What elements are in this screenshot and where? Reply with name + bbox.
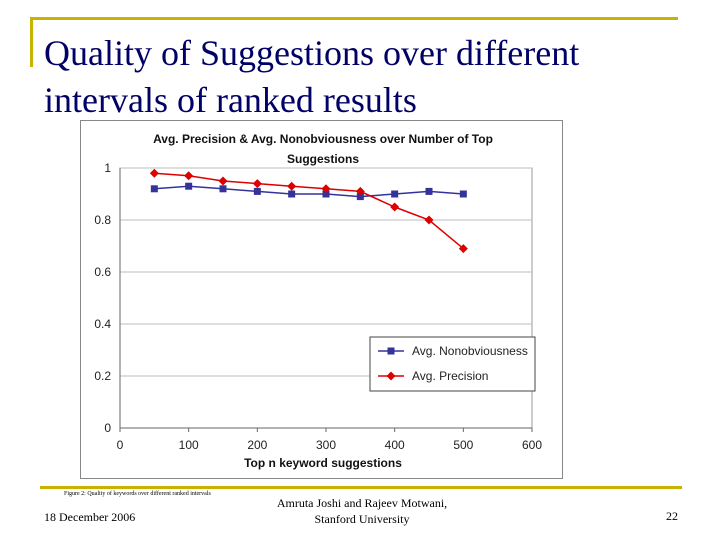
data-point: [252, 179, 262, 189]
footer-authors-line-1: Amruta Joshi and Rajeev Motwani,: [276, 496, 448, 510]
y-tick-label: 0.8: [94, 213, 111, 227]
data-point: [391, 190, 399, 198]
x-tick-label: 0: [117, 438, 124, 452]
footer-date: 18 December 2006: [44, 510, 136, 524]
y-tick-label: 0.4: [94, 317, 111, 331]
chart-title-line-1: Avg. Precision & Avg. Nonobviousness ove…: [153, 132, 493, 146]
data-point: [390, 202, 400, 212]
title-accent-vertical-line: [30, 17, 33, 67]
footer-authors-line-2: Stanford University: [314, 512, 410, 526]
legend-marker: [387, 347, 395, 355]
y-tick-label: 0.2: [94, 369, 111, 383]
data-point: [458, 244, 468, 254]
data-point: [219, 185, 227, 193]
data-point: [184, 171, 194, 181]
data-point: [356, 193, 364, 201]
x-axis-label: Top n keyword suggestions: [244, 456, 402, 470]
figure-caption: Figure 2: Quality of keywords over diffe…: [64, 491, 211, 497]
y-tick-label: 0: [104, 421, 111, 435]
series-nonobviousness: [150, 182, 467, 201]
chart-title-line-2: Suggestions: [287, 152, 359, 166]
data-point: [218, 176, 228, 186]
legend: Avg. Nonobviousness Avg. Precision: [369, 336, 536, 392]
x-tick-label: 100: [179, 438, 199, 452]
tick-labels: 0 0.2 0.4 0.6 0.8 1 0 100 200 300 400 500 600: [94, 161, 542, 452]
title-accent-horizontal-line: [30, 17, 678, 20]
x-tick-label: 400: [385, 438, 405, 452]
data-point: [459, 190, 467, 198]
legend-marker: [386, 371, 396, 381]
x-tick-label: 200: [247, 438, 267, 452]
footer-authors: Amruta Joshi and Rajeev Motwani, Stanfor…: [262, 495, 462, 527]
y-tick-label: 0.6: [94, 265, 111, 279]
series-precision: [149, 168, 468, 254]
legend-box: [369, 336, 536, 392]
data-point: [321, 184, 331, 194]
x-tick-label: 500: [453, 438, 473, 452]
slide-title-line-2: intervals of ranked results: [44, 80, 417, 120]
data-point: [150, 185, 158, 193]
axes: [119, 168, 533, 432]
slide-title: Quality of Suggestions over different in…: [44, 30, 684, 124]
legend-label: Avg. Precision: [412, 369, 488, 383]
chart-frame: 0 0.2 0.4 0.6 0.8 1 0 100 200 300 400 500 600 Avg. N…: [80, 120, 563, 479]
series-group: [149, 168, 468, 254]
footer-accent-line: [40, 486, 682, 489]
data-point: [287, 181, 297, 191]
data-point: [253, 187, 261, 195]
y-tick-label: 1: [104, 161, 111, 175]
line-chart: 0 0.2 0.4 0.6 0.8 1 0 100 200 300 400 500 600 Avg. N…: [94, 132, 542, 470]
series-line: [154, 185, 464, 198]
data-point: [355, 186, 365, 196]
series-line: [154, 172, 464, 250]
data-point: [185, 182, 193, 190]
data-point: [288, 190, 296, 198]
page-number: 22: [666, 509, 678, 523]
x-tick-label: 300: [316, 438, 336, 452]
data-point: [424, 215, 434, 225]
legend-label: Avg. Nonobviousness: [412, 344, 528, 358]
data-point: [149, 168, 159, 178]
data-point: [322, 190, 330, 198]
x-tick-label: 600: [522, 438, 542, 452]
data-point: [425, 187, 433, 195]
slide-title-line-1: Quality of Suggestions over different: [44, 33, 580, 73]
